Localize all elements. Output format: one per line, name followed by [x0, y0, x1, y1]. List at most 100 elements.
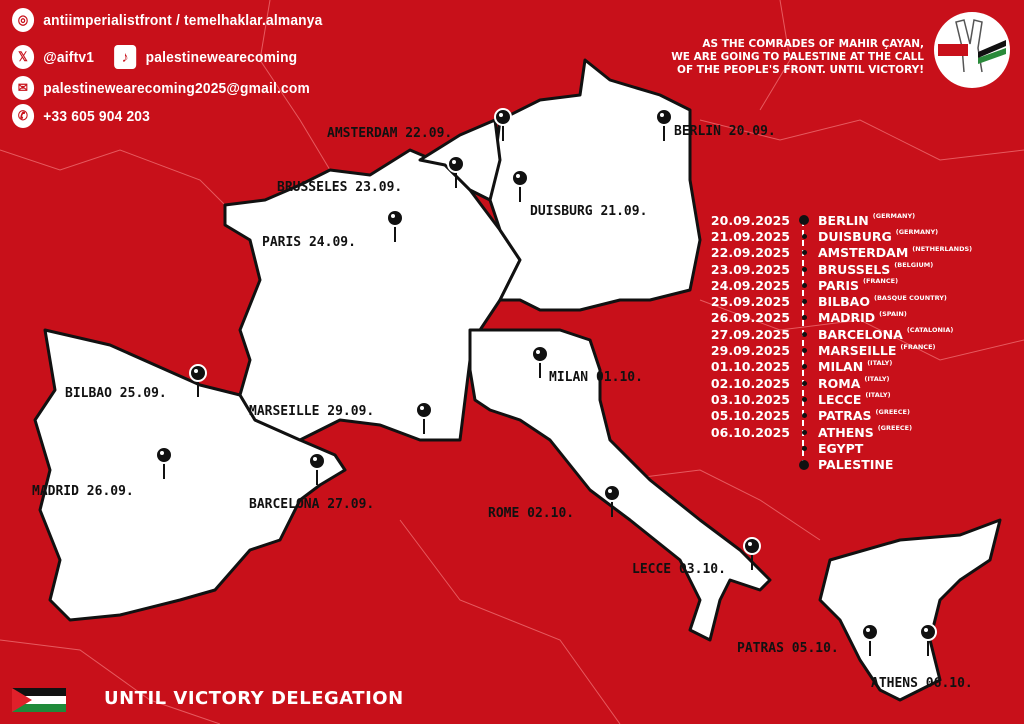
itinerary-row: EGYPT [700, 440, 972, 456]
map-label: MADRID 26.09. [32, 484, 134, 499]
itinerary-city: EGYPT [818, 440, 864, 456]
itinerary-date: 21.09.2025 [710, 228, 790, 244]
itinerary-date: 22.09.2025 [710, 245, 790, 261]
itinerary-dot [790, 429, 818, 435]
itinerary-date: 26.09.2025 [710, 310, 790, 326]
mail-icon: ✉ [12, 76, 35, 100]
itinerary-city: ATHENS [818, 424, 874, 440]
itinerary-country: (GERMANY) [872, 212, 916, 221]
map-pin-icon [743, 537, 761, 570]
map-pin-icon [919, 623, 937, 656]
germany-shape [488, 58, 702, 312]
itinerary-date: 06.10.2025 [710, 424, 790, 440]
itinerary-city: PARIS [818, 277, 859, 293]
x-icon: 𝕏 [12, 45, 35, 69]
phone-number[interactable]: +33 605 904 203 [43, 107, 151, 125]
itinerary-country: (GREECE) [875, 407, 910, 416]
itinerary-dot [790, 215, 818, 226]
itinerary-date: 02.10.2025 [710, 375, 790, 391]
france-shape [223, 148, 522, 442]
victory-hand-logo [934, 12, 1010, 88]
phone-icon: ✆ [12, 104, 35, 128]
itinerary-date: 01.10.2025 [710, 359, 790, 375]
map-pin-icon [386, 209, 404, 242]
itinerary-date: 05.10.2025 [710, 408, 790, 424]
map-pin-icon [415, 401, 433, 434]
itinerary-city: MARSEILLE [818, 343, 897, 359]
itinerary-country: (FRANCE) [900, 342, 936, 351]
itinerary-country: (SPAIN) [879, 309, 907, 318]
map-label: AMSTERDAM 22.09. [327, 126, 453, 141]
map-label: LECCE 03.10. [632, 562, 726, 577]
itinerary-dot [790, 331, 818, 337]
itinerary-city: BRUSSELS [818, 261, 891, 277]
itinerary-city: DUISBURG [818, 228, 892, 244]
itinerary-city: LECCE [818, 391, 862, 407]
itinerary-dot [790, 282, 818, 288]
itinerary-row: 24.09.2025 PARIS (FRANCE) [700, 277, 972, 293]
itinerary-date: 20.09.2025 [710, 212, 790, 228]
map-pin-icon [603, 484, 621, 517]
itinerary-dot [790, 380, 818, 386]
itinerary-row: 22.09.2025 AMSTERDAM (NETHERLANDS) [700, 245, 972, 261]
itinerary-row: PALESTINE [700, 456, 972, 472]
map-label: BERLIN 20.09. [674, 124, 776, 139]
itinerary-dot [790, 233, 818, 239]
instagram-icon: ◎ [12, 8, 35, 32]
itinerary-row: 23.09.2025 BRUSSELS (BELGIUM) [700, 261, 972, 277]
itinerary-city: PALESTINE [818, 457, 894, 473]
itinerary-country: (GERMANY) [895, 228, 939, 237]
map-pin-icon [189, 364, 207, 397]
map-pin-icon [155, 446, 173, 479]
map-pin-icon [861, 623, 879, 656]
itinerary-dot [790, 315, 818, 321]
itinerary-city: AMSTERDAM [818, 245, 909, 261]
itinerary-dot [790, 299, 818, 305]
map-pin-icon [511, 169, 529, 202]
map-label: MARSEILLE 29.09. [249, 404, 375, 419]
x-handle[interactable]: @aiftv1 [43, 48, 95, 66]
itinerary-country: (ITALY) [864, 375, 890, 384]
slogan: AS THE COMRADES OF MAHIR ÇAYAN, WE ARE G… [632, 38, 924, 77]
map-pin-icon [494, 108, 512, 141]
instagram-handle[interactable]: antiimperialistfront / temelhaklar.alman… [43, 11, 323, 29]
map-pin-icon [447, 155, 465, 188]
itinerary-row: 20.09.2025 BERLIN (GERMANY) [700, 212, 972, 228]
itinerary-line [802, 220, 804, 466]
itinerary-dot [790, 459, 818, 470]
map-pin-icon [531, 345, 549, 378]
itinerary-country: (BASQUE COUNTRY) [873, 293, 947, 302]
itinerary-row: 06.10.2025 ATHENS (GREECE) [700, 424, 972, 440]
itinerary-dot [790, 396, 818, 402]
italy-shape [468, 328, 772, 642]
contact-instagram[interactable]: ◎ antiimperialistfront / temelhaklar.alm… [12, 8, 323, 32]
contact-social[interactable]: 𝕏 @aiftv1 ♪ palestinewearecoming [12, 45, 297, 69]
itinerary-date: 24.09.2025 [710, 277, 790, 293]
contact-phone[interactable]: ✆ +33 605 904 203 [12, 104, 150, 128]
map-label: PATRAS 05.10. [737, 641, 839, 656]
itinerary-row: 26.09.2025 MADRID (SPAIN) [700, 310, 972, 326]
itinerary-dot [790, 445, 818, 451]
tiktok-handle[interactable]: palestinewearecoming [145, 48, 298, 66]
itinerary-date: 29.09.2025 [710, 343, 790, 359]
itinerary-row: 02.10.2025 ROMA (ITALY) [700, 375, 972, 391]
map-pin-icon [308, 452, 326, 485]
greece-shape [818, 518, 1002, 702]
map-label: MILAN 01.10. [549, 370, 643, 385]
contact-email[interactable]: ✉ palestinewearecoming2025@gmail.com [12, 76, 310, 100]
footer-title: UNTIL VICTORY DELEGATION [104, 688, 404, 709]
itinerary-row: 25.09.2025 BILBAO (BASQUE COUNTRY) [700, 293, 972, 310]
itinerary-city: MILAN [818, 359, 864, 375]
slogan-line: AS THE COMRADES OF MAHIR ÇAYAN, [702, 38, 924, 50]
itinerary-dot [790, 266, 818, 272]
itinerary-date: 03.10.2025 [710, 391, 790, 407]
itinerary-country: (NETHERLANDS) [912, 244, 973, 253]
itinerary-row: 21.09.2025 DUISBURG (GERMANY) [700, 228, 972, 244]
itinerary-dot [790, 364, 818, 370]
itinerary-city: BERLIN [818, 212, 869, 228]
itinerary-city: BILBAO [818, 294, 870, 310]
email-address[interactable]: palestinewearecoming2025@gmail.com [43, 79, 310, 97]
map-label: PARIS 24.09. [262, 235, 356, 250]
